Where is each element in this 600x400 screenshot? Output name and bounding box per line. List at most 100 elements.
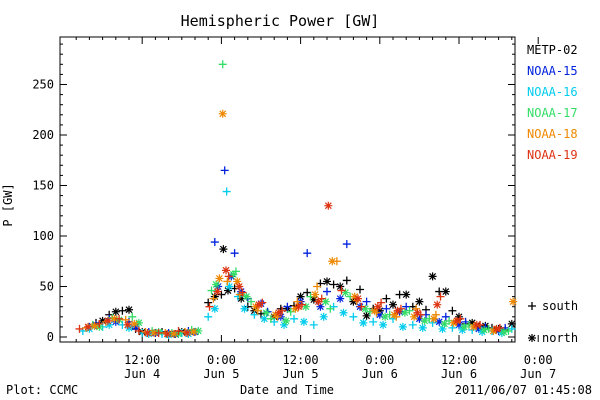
point-noaa-19-north [314, 297, 323, 306]
point-noaa-18-north [489, 326, 498, 335]
x-tick-time-label: 0:00 [524, 353, 553, 367]
point-noaa-19-south [456, 314, 465, 323]
point-metp-02-north [362, 311, 371, 320]
point-noaa-16-south [369, 317, 378, 326]
point-noaa-16-north [379, 320, 388, 329]
data-markers [75, 60, 518, 339]
point-noaa-19-south [337, 286, 346, 295]
point-noaa-19-north [183, 328, 192, 337]
legend-north-label: north [542, 331, 578, 345]
point-noaa-18-south [223, 277, 232, 286]
point-noaa-18-north [328, 257, 337, 266]
point-noaa-17-south [128, 312, 137, 321]
point-noaa-18-north [110, 314, 119, 323]
point-noaa-16-south [204, 312, 213, 321]
point-noaa-16-north [458, 325, 467, 334]
point-noaa-16-south [349, 312, 358, 321]
point-noaa-17-north [282, 316, 291, 325]
point-noaa-19-north [222, 266, 231, 275]
x-tick-date-label: Jun 5 [203, 367, 239, 381]
series-noaa-16 [78, 187, 516, 339]
point-noaa-19-south [174, 326, 183, 335]
point-noaa-19-north [274, 308, 283, 317]
point-noaa-16-north [225, 282, 234, 291]
point-noaa-18-north [251, 302, 260, 311]
point-noaa-17-south [247, 297, 256, 306]
point-metp-02-south [356, 285, 364, 294]
point-noaa-17-north [400, 308, 409, 317]
point-metp-02-south [204, 298, 213, 307]
point-metp-02-north [468, 318, 477, 327]
point-noaa-15-north [316, 302, 325, 311]
point-noaa-19-north [84, 322, 93, 331]
point-noaa-19-south [278, 306, 287, 315]
point-noaa-19-north [413, 308, 422, 317]
point-metp-02-south [342, 276, 351, 285]
point-metp-02-north [389, 300, 397, 309]
point-noaa-16-north [418, 323, 427, 332]
point-noaa-16-north [210, 304, 219, 313]
point-noaa-19-north [354, 294, 363, 303]
point-noaa-19-south [95, 319, 104, 328]
point-noaa-15-north [474, 324, 483, 333]
point-noaa-15-south [362, 297, 371, 306]
point-noaa-18-north [218, 109, 227, 118]
point-metp-02-north [349, 297, 358, 306]
legend-entry-noaa-16: NOAA-16 [527, 85, 578, 99]
legend-north-marker [528, 334, 536, 342]
point-noaa-18-north [311, 290, 320, 299]
point-noaa-15-south [342, 240, 351, 249]
point-noaa-19-north [123, 320, 132, 329]
point-noaa-18-north [370, 306, 379, 315]
point-noaa-16-north [105, 320, 114, 329]
point-metp-02-north [402, 290, 411, 299]
x-tick-date-label: Jun 6 [441, 367, 477, 381]
point-noaa-16-north [299, 317, 308, 326]
point-metp-02-north [237, 294, 246, 303]
point-noaa-17-south [266, 314, 275, 323]
x-tick-time-label: 12:00 [283, 353, 319, 367]
point-metp-02-north [125, 305, 133, 314]
point-noaa-18-north [291, 304, 300, 313]
point-noaa-17-north [381, 312, 390, 321]
point-metp-02-south [329, 280, 338, 289]
point-noaa-15-north [131, 322, 140, 331]
point-noaa-17-north [460, 322, 469, 331]
point-noaa-17-north [361, 304, 370, 313]
y-axis: 0 50 100 150 200 250 [32, 43, 515, 344]
point-noaa-18-north [130, 319, 139, 328]
point-noaa-18-north [509, 297, 518, 306]
point-metp-02-north [441, 287, 450, 296]
point-noaa-15-south [402, 302, 411, 311]
point-noaa-17-north [242, 292, 251, 301]
point-noaa-19-north [235, 282, 244, 291]
y-tick-label: 150 [32, 179, 54, 193]
y-tick-label: 50 [40, 280, 54, 294]
point-noaa-19-north [433, 300, 442, 309]
point-noaa-17-north [212, 280, 221, 289]
legend-entry-metp-02: METP-02 [527, 43, 578, 57]
point-metp-02-north [336, 282, 345, 291]
point-noaa-19-south [224, 272, 233, 281]
point-noaa-16-south [448, 323, 457, 332]
point-metp-02-north [98, 316, 107, 325]
point-noaa-18-north [169, 329, 178, 338]
point-noaa-19-north [472, 320, 481, 329]
point-noaa-17-north [301, 302, 310, 311]
point-metp-02-north [415, 297, 424, 306]
x-tick-time-label: 12:00 [441, 353, 477, 367]
x-tick-date-label: Jun 7 [520, 367, 556, 381]
point-noaa-18-north [390, 310, 399, 319]
point-metp-02-north [428, 272, 437, 281]
x-tick-date-label: Jun 6 [362, 367, 398, 381]
x-axis-label: Date and Time [240, 383, 334, 397]
point-noaa-19-north [255, 300, 264, 309]
point-noaa-18-north [429, 314, 438, 323]
point-noaa-19-north [373, 302, 382, 311]
point-noaa-17-south [504, 326, 513, 335]
point-noaa-16-north [497, 328, 506, 337]
point-noaa-19-north [453, 316, 462, 325]
point-noaa-19-north [324, 201, 333, 210]
point-noaa-17-north [480, 325, 489, 334]
